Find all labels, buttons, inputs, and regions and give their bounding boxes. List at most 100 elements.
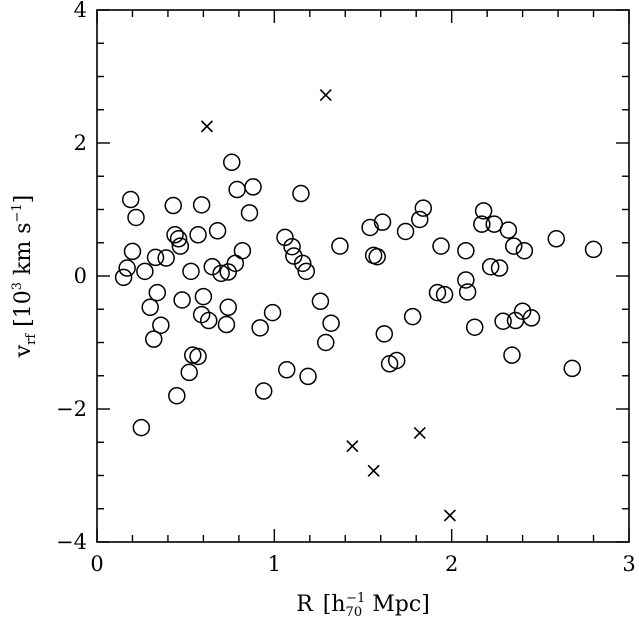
- circle-data-point: [152, 316, 170, 334]
- circle-data-point: [293, 254, 312, 273]
- circle-data-point: [283, 237, 301, 256]
- circle-data-point: [233, 241, 252, 260]
- circle-data-point: [481, 257, 500, 276]
- y-tick-label: 0: [74, 264, 87, 288]
- circle-data-point: [208, 222, 227, 240]
- x-axis-label-sup: −1: [346, 591, 365, 606]
- circle-data-point: [157, 249, 175, 267]
- circle-data-point: [169, 230, 188, 248]
- circle-data-point: [410, 210, 429, 229]
- circle-data-point: [322, 314, 340, 332]
- circle-data-point: [490, 259, 509, 277]
- circle-data-point: [180, 363, 198, 382]
- circle-data-point: [457, 271, 475, 289]
- circle-data-point: [219, 298, 237, 317]
- circle-data-point: [547, 230, 566, 248]
- y-tick-label: −2: [56, 397, 87, 421]
- y-axis-label-unit-mid: km s: [11, 222, 36, 281]
- cross-data-point: [443, 509, 456, 522]
- circle-data-point: [164, 196, 183, 215]
- circle-data-point: [277, 361, 296, 379]
- circle-data-point: [171, 237, 190, 255]
- circle-data-point: [494, 312, 512, 330]
- circle-data-point: [458, 283, 477, 301]
- circle-data-point: [311, 292, 330, 311]
- axis-ticks: [96, 9, 630, 543]
- circle-data-point: [414, 199, 433, 217]
- circle-data-point: [118, 259, 136, 277]
- circle-data-point: [473, 215, 491, 233]
- circle-data-point: [123, 242, 142, 261]
- circle-data-point: [361, 218, 379, 237]
- cross-stroke: [413, 426, 426, 440]
- circle-data-point: [503, 346, 521, 364]
- circle-data-point: [563, 359, 582, 378]
- circle-data-point: [136, 262, 154, 281]
- circle-data-point: [465, 318, 484, 336]
- plot-area-border: [96, 9, 630, 543]
- circle-data-point: [299, 367, 317, 386]
- circle-data-point: [173, 291, 191, 309]
- circle-data-point: [254, 382, 273, 400]
- circle-data-point: [403, 307, 422, 326]
- y-tick-label: −4: [56, 530, 87, 554]
- x-tick-label: 1: [268, 552, 281, 576]
- cross-stroke: [319, 89, 332, 102]
- circle-data-point: [141, 298, 159, 317]
- circle-data-point: [228, 180, 246, 199]
- cross-data-point: [367, 464, 380, 477]
- circle-data-point: [192, 305, 211, 324]
- y-axis-label-unit-open: [10: [11, 290, 36, 334]
- circle-data-point: [127, 208, 145, 227]
- x-tick-label: 2: [445, 552, 458, 576]
- x-axis-label-sub: 70: [346, 605, 363, 620]
- x-tick-label: 0: [90, 552, 103, 576]
- axis-tick-labels: 0 1 2 3 −4 −2 0 2 4: [56, 0, 636, 576]
- circle-data-point: [504, 237, 523, 255]
- circle-data-point: [148, 283, 167, 302]
- x-tick-label: 3: [622, 552, 635, 576]
- circle-data-point: [114, 268, 133, 287]
- circle-data-point: [499, 221, 518, 239]
- plot-frame: [96, 9, 630, 543]
- circle-data-point: [194, 287, 213, 306]
- circle-data-point: [240, 204, 259, 222]
- circle-data-point: [212, 264, 230, 283]
- circle-data-point: [368, 247, 386, 266]
- circle-data-point: [168, 386, 186, 405]
- circle-data-point: [251, 319, 269, 337]
- y-axis-label-sup1: 3: [10, 282, 25, 290]
- circle-data-point: [522, 309, 541, 327]
- circle-data-point: [297, 262, 316, 281]
- y-axis-label-sub: rf: [24, 333, 39, 345]
- cross-stroke: [367, 464, 380, 477]
- circle-data-point: [331, 237, 349, 255]
- y-axis-label-unit-close: ]: [11, 195, 36, 204]
- circle-data-point: [474, 202, 493, 220]
- cross-data-point: [200, 120, 214, 133]
- circle-data-point: [396, 222, 415, 241]
- circle-data-point: [189, 347, 207, 366]
- cross-data-point: [319, 89, 332, 102]
- circle-data-point: [146, 248, 165, 267]
- cross-data-point: [346, 440, 359, 453]
- circle-data-point: [292, 184, 310, 203]
- circle-data-point: [435, 285, 454, 304]
- cross-data-point: [413, 426, 426, 440]
- circle-data-point: [317, 333, 335, 352]
- circle-data-point: [182, 262, 200, 281]
- x-axis-label-unit-close: Mpc]: [365, 592, 430, 617]
- cross-stroke: [200, 120, 214, 133]
- x-axis-label: R [h70−1 Mpc]: [296, 591, 430, 620]
- y-axis-label-main: v: [11, 344, 36, 358]
- y-axis-label: vrf [103 km s−1]: [10, 195, 39, 359]
- y-axis-label-sup2: −1: [10, 203, 25, 222]
- circle-data-point: [244, 178, 262, 196]
- circle-data-point: [263, 303, 282, 322]
- x-axis-label-main: R: [296, 592, 314, 617]
- circle-data-point: [276, 228, 294, 247]
- circle-data-point: [217, 315, 236, 334]
- circle-data-point: [428, 283, 447, 302]
- y-tick-label: 4: [74, 0, 87, 22]
